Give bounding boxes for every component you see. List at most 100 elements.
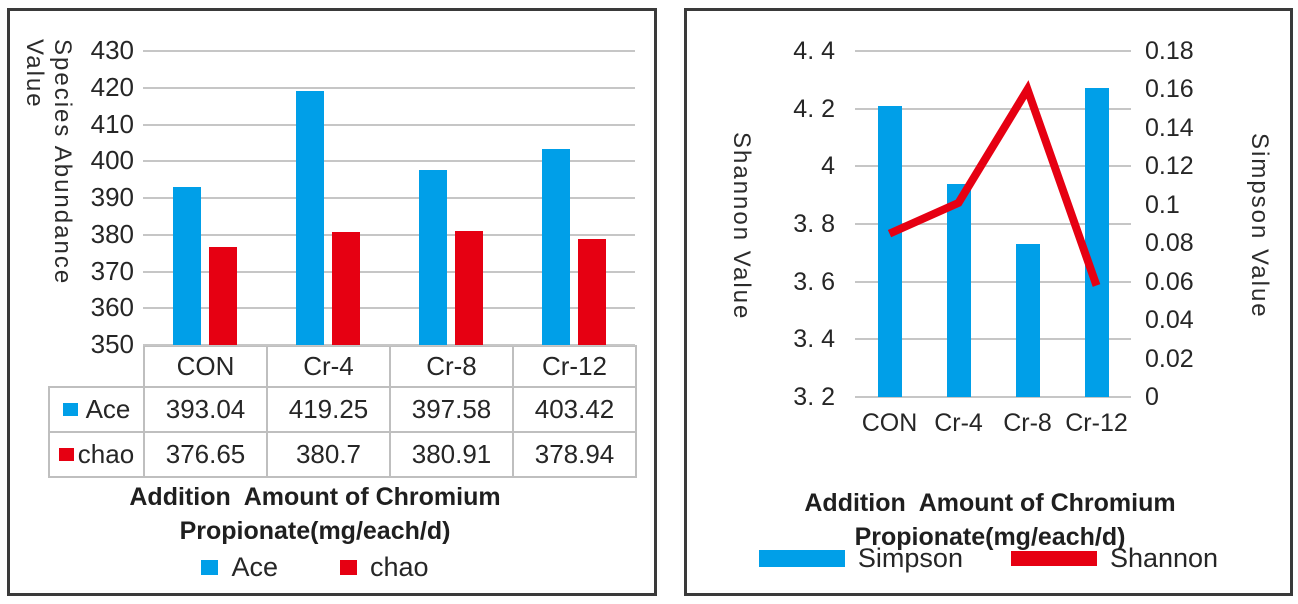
- table-cell: 376.65: [143, 431, 268, 478]
- x-axis-title-line2: Propionate(mg/each/d): [179, 517, 451, 545]
- table-header-cr8: Cr-8: [389, 345, 514, 388]
- table-cell: 380.7: [266, 431, 391, 478]
- x-axis-category-label: Cr-12: [1065, 409, 1128, 437]
- table-row-chao: chao 376.65 380.7 380.91 378.94: [48, 431, 637, 478]
- y-axis-tick-label: 430: [90, 35, 134, 65]
- simpson-legend-label: Simpson: [857, 543, 963, 573]
- x-axis-title-line1: Addition Amount of Chromium: [804, 489, 1176, 517]
- table-cell: 403.42: [512, 386, 637, 433]
- right-axis-tick-label: 0.18: [1145, 37, 1194, 65]
- table-cell: 393.04: [143, 386, 268, 433]
- left-axis-tick-label: 3. 6: [793, 267, 835, 296]
- simpson-legend-swatch: [758, 550, 845, 567]
- ace-bar-Cr-8: [418, 170, 447, 345]
- legend-item-simpson: Simpson: [758, 543, 963, 574]
- ace-bar-Cr-4: [295, 90, 324, 345]
- right-axis-tick-label: 0.12: [1145, 152, 1194, 181]
- chao-bar-Cr-4: [331, 232, 360, 345]
- table-header-row: CON Cr-4 Cr-8 Cr-12: [49, 345, 637, 388]
- ace-bar-CON: [172, 186, 201, 345]
- legend-item-shannon: Shannon: [1010, 543, 1219, 574]
- simpson-bar-CON: [877, 105, 902, 397]
- shannon-legend-swatch: [1010, 551, 1097, 566]
- table-rowlabel-chao: chao: [48, 431, 145, 478]
- x-axis-title-line1: Addition Amount of Chromium: [129, 483, 501, 511]
- diversity-combo-chart-panel: Shannon Value Simpson Value Addition Amo…: [684, 8, 1293, 596]
- shannon-legend-label: Shannon: [1109, 543, 1219, 573]
- legend: Ace chao: [10, 552, 620, 583]
- ace-legend-label: Ace: [231, 552, 278, 582]
- chao-legend-swatch: [339, 560, 357, 575]
- left-axis-tick-label: 3. 4: [793, 325, 835, 354]
- left-axis-tick-label: 4. 2: [793, 94, 835, 123]
- right-axis-tick-label: 0.1: [1145, 190, 1180, 219]
- y-axis-tick-label: 380: [90, 218, 134, 249]
- right-axis-tick-label: 0.16: [1145, 75, 1194, 104]
- y-axis-tick-label: 390: [90, 182, 134, 212]
- ace-bar-Cr-12: [541, 148, 570, 345]
- right-axis-title: Simpson Value: [1246, 133, 1273, 319]
- legend-item-ace: Ace: [201, 552, 278, 583]
- table-header-cr4: Cr-4: [266, 345, 391, 388]
- table-rowlabel-ace: Ace: [48, 386, 145, 433]
- gridline: [143, 50, 635, 52]
- y-axis-tick-label: 410: [90, 108, 134, 139]
- legend: Simpson Shannon: [687, 543, 1290, 574]
- chao-bar-CON: [208, 247, 237, 345]
- right-axis-tick-label: 0.08: [1145, 229, 1194, 258]
- table-row-ace: Ace 393.04 419.25 397.58 403.42: [48, 386, 637, 433]
- gridline: [143, 160, 635, 163]
- gridline: [143, 344, 635, 346]
- y-axis-tick-label: 350: [90, 329, 134, 359]
- x-axis-category-label: Cr-8: [1003, 409, 1052, 437]
- table-cell: 419.25: [266, 386, 391, 433]
- table-cell: 397.58: [389, 386, 514, 433]
- y-axis-tick-label: 400: [90, 145, 134, 176]
- chao-legend-label: chao: [369, 552, 429, 582]
- left-axis-tick-label: 3. 2: [793, 383, 835, 411]
- gridline: [143, 86, 635, 89]
- left-axis-tick-label: 4: [821, 152, 835, 181]
- table-cell: 380.91: [389, 431, 514, 478]
- gridline: [143, 233, 635, 236]
- legend-item-chao: chao: [339, 552, 429, 583]
- ace-row-label: Ace: [85, 394, 131, 424]
- simpson-bar-Cr-8: [1015, 244, 1040, 397]
- gridline: [143, 307, 635, 310]
- gridline: [855, 50, 1131, 52]
- ace-legend-swatch: [201, 560, 219, 575]
- y-axis-tick-label: 420: [90, 71, 134, 102]
- species-abundance-chart-panel: Species Abundance Value CON Cr-4 Cr-8 Cr…: [7, 8, 657, 596]
- right-axis-tick-label: 0.04: [1145, 306, 1194, 335]
- shannon-line: [887, 80, 1101, 287]
- ace-key-swatch: [62, 403, 78, 416]
- left-axis-tick-label: 4. 4: [793, 37, 835, 65]
- right-axis-tick-label: 0.02: [1145, 344, 1194, 373]
- chao-row-label: chao: [77, 439, 135, 469]
- gridline: [143, 270, 635, 273]
- x-axis-category-label: CON: [861, 409, 918, 437]
- data-table: CON Cr-4 Cr-8 Cr-12 Ace 393.04 419.25 39…: [48, 345, 637, 478]
- left-axis-tick-label: 3. 8: [793, 210, 835, 238]
- right-axis-tick-label: 0.06: [1145, 267, 1194, 296]
- gridline: [855, 396, 1131, 398]
- chao-key-swatch: [58, 448, 74, 461]
- chao-bar-Cr-8: [454, 231, 483, 345]
- y-axis-tick-label: 360: [90, 292, 134, 323]
- right-axis-tick-label: 0.14: [1145, 113, 1194, 142]
- gridline: [855, 338, 1131, 341]
- chao-bar-Cr-12: [577, 238, 606, 345]
- gridline: [143, 197, 635, 199]
- left-axis-title: Shannon Value: [728, 131, 755, 321]
- x-axis-category-label: Cr-4: [934, 409, 983, 437]
- gridline: [143, 123, 635, 126]
- table-header-con: CON: [143, 345, 268, 388]
- y-axis-tick-label: 370: [90, 255, 134, 286]
- right-axis-tick-label: 0: [1145, 383, 1159, 411]
- simpson-bar-Cr-4: [946, 183, 971, 397]
- table-cell: 378.94: [512, 431, 637, 478]
- x-axis-title-line2: Propionate(mg/each/d): [854, 523, 1126, 551]
- table-header-cr12: Cr-12: [512, 345, 637, 388]
- simpson-bar-Cr-12: [1084, 88, 1109, 397]
